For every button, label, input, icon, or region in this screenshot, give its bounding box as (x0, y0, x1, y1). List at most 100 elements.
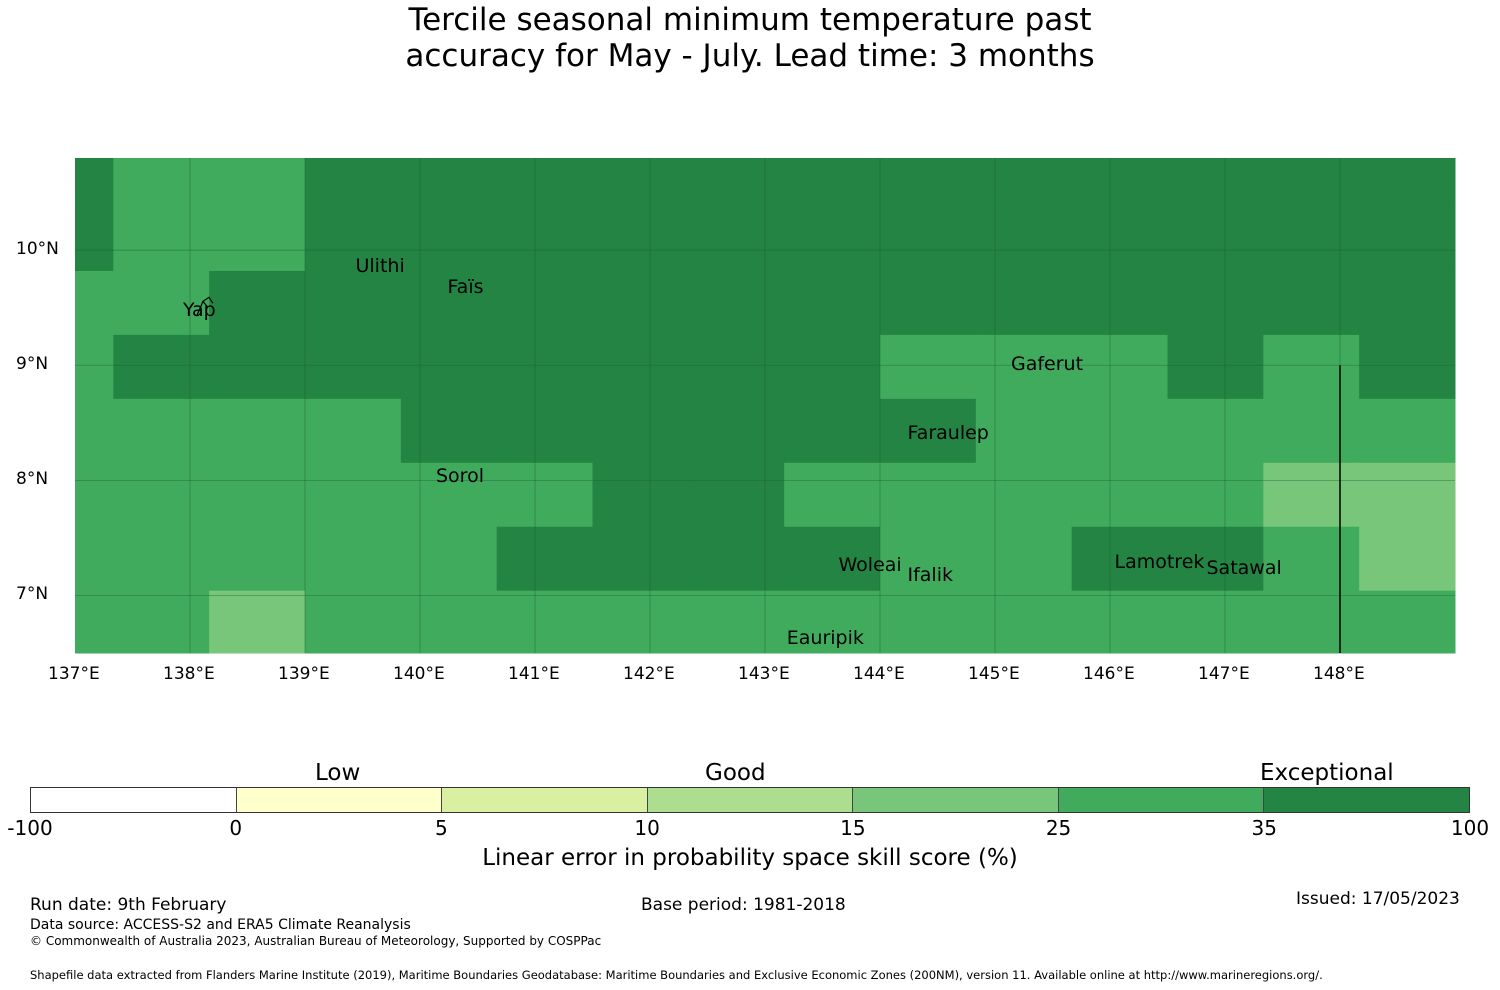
lon-tick-label: 143°E (738, 664, 790, 684)
grid-cell (1359, 526, 1456, 592)
grid-cell (209, 398, 306, 464)
grid-cell (305, 398, 402, 464)
lon-tick-label: 146°E (1083, 664, 1135, 684)
grid-cell (305, 158, 402, 208)
grid-cell (113, 158, 210, 208)
grid-cell (75, 158, 114, 208)
copyright: © Commonwealth of Australia 2023, Austra… (30, 934, 602, 948)
place-label: Eauripik (786, 627, 864, 650)
colorbar (30, 787, 1470, 813)
grid-cell (975, 270, 1073, 336)
grid-cell (592, 206, 689, 272)
grid-cell (592, 526, 689, 592)
grid-cell (688, 462, 785, 528)
grid-cell (975, 206, 1073, 272)
place-label: Lamotrek (1114, 551, 1205, 574)
grid-cell (1167, 206, 1264, 272)
colorbar-label: Linear error in probability space skill … (482, 845, 1018, 871)
place-label: Sorol (436, 464, 484, 487)
colorbar-segment (442, 788, 648, 812)
place-label: Yap (183, 299, 216, 322)
grid-cell (496, 270, 593, 336)
colorbar-segment (1264, 788, 1470, 812)
grid-cell (400, 590, 498, 654)
category-good: Good (705, 760, 766, 786)
grid-cell (1263, 158, 1360, 208)
lat-tick-label: 10°N (16, 239, 59, 260)
colorbar-tick-label: 100 (1450, 816, 1490, 840)
grid-cell (1071, 334, 1168, 400)
chart-title: Tercile seasonal minimum temperature pas… (0, 2, 1500, 74)
skill-grid (75, 158, 1456, 654)
grid-cell (496, 590, 593, 654)
grid-cell (400, 462, 498, 528)
grid-cell (209, 270, 306, 336)
data-source: Data source: ACCESS-S2 and ERA5 Climate … (30, 917, 411, 933)
grid-cell (75, 526, 114, 592)
grid-cell (592, 270, 689, 336)
grid-cell (784, 206, 881, 272)
grid-cell (1167, 334, 1264, 400)
yap-island-outline (196, 296, 214, 316)
grid-cell (400, 526, 498, 592)
grid-cell (975, 590, 1073, 654)
grid-cell (496, 206, 593, 272)
colorbar-tick-label: -100 (7, 816, 53, 840)
grid-cell (784, 526, 881, 592)
grid-cell (209, 334, 306, 400)
grid-cell (1359, 590, 1456, 654)
grid-cell (1167, 462, 1264, 528)
grid-cell (305, 462, 402, 528)
grid-cell (1071, 590, 1168, 654)
grid-cell (305, 526, 402, 592)
grid-cell (496, 526, 593, 592)
grid-cell (1071, 526, 1168, 592)
lon-tick-label: 147°E (1198, 664, 1250, 684)
place-label: Faraulep (907, 422, 989, 445)
run-date: Run date: 9th February (30, 895, 227, 915)
grid-cell (1167, 158, 1264, 208)
grid-cell (1167, 526, 1264, 592)
grid-cell (496, 334, 593, 400)
place-label: Satawal (1206, 556, 1282, 579)
grid-cell (1359, 270, 1456, 336)
grid-cell (880, 158, 977, 208)
grid-cell (1263, 462, 1360, 528)
grid-cell (1071, 462, 1168, 528)
grid-cell (1071, 158, 1168, 208)
grid-cell (784, 334, 881, 400)
grid-cell (1263, 334, 1360, 400)
grid-cell (784, 270, 881, 336)
grid-cell (1167, 398, 1264, 464)
lon-tick-label: 145°E (968, 664, 1020, 684)
colorbar-segment (853, 788, 1059, 812)
grid-cell (400, 206, 498, 272)
grid-cell (113, 334, 210, 400)
skill-map (75, 158, 1456, 654)
lon-tick-label: 148°E (1313, 664, 1365, 684)
grid-cell (1263, 206, 1360, 272)
grid-cell (688, 270, 785, 336)
colorbar-segment (1058, 788, 1265, 812)
grid-cell (880, 526, 977, 592)
grid-cell (209, 590, 306, 654)
grid-cell (880, 398, 977, 464)
grid-cell (400, 270, 498, 336)
grid-cell (880, 462, 977, 528)
grid-cell (1071, 206, 1168, 272)
grid-cell (496, 462, 593, 528)
grid-cell (975, 462, 1073, 528)
grid-cell (1359, 334, 1456, 400)
shapefile-credit: Shapefile data extracted from Flanders M… (30, 968, 1323, 982)
lon-tick-label: 138°E (163, 664, 215, 684)
grid-cell (113, 590, 210, 654)
grid-cell (784, 398, 881, 464)
grid-cell (209, 206, 306, 272)
place-label: Ifalik (907, 563, 954, 586)
grid-cell (209, 158, 306, 208)
grid-cell (1263, 398, 1360, 464)
grid-cell (784, 590, 881, 654)
grid-cell (75, 398, 114, 464)
grid-cell (75, 462, 114, 528)
grid-cell (592, 462, 689, 528)
